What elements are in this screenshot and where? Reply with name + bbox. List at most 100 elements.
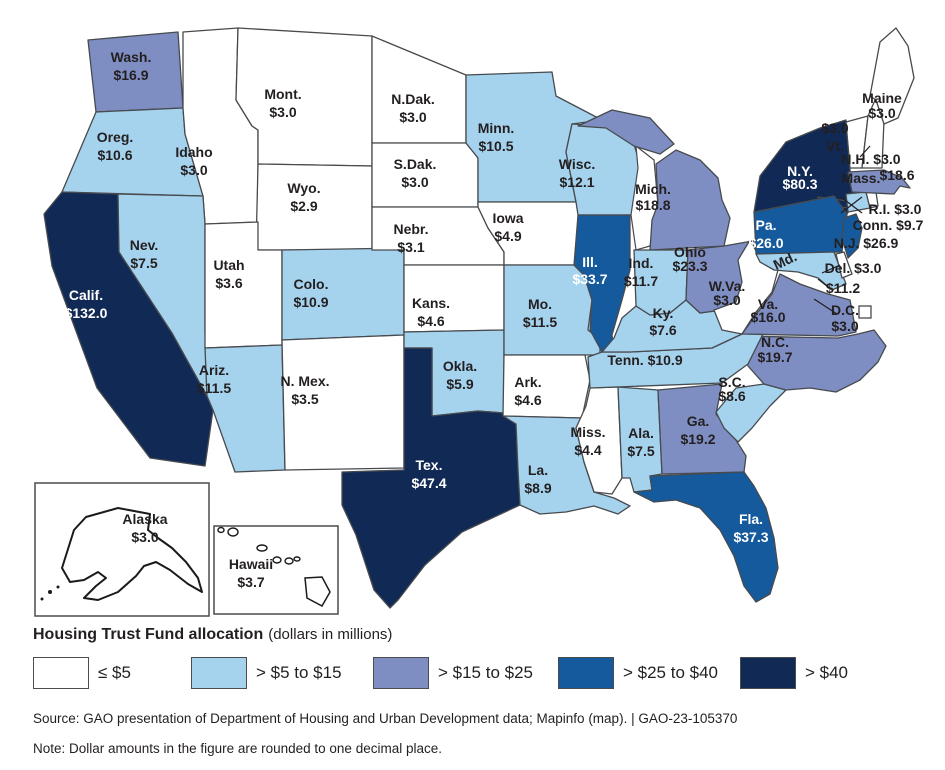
legend-swatch bbox=[740, 657, 796, 689]
hawaii-islands bbox=[284, 557, 294, 565]
legend-item-label: > $40 bbox=[805, 663, 849, 682]
legend-item: > $5 to $15 bbox=[191, 657, 342, 689]
state-label-NY: $80.3 bbox=[782, 176, 817, 192]
state-label-NM: N. Mex. bbox=[280, 373, 329, 389]
state-label-WI: $12.1 bbox=[559, 174, 594, 190]
state-label-MS: $4.4 bbox=[574, 442, 601, 458]
state-label-IN: $11.7 bbox=[624, 273, 658, 289]
state-label-NV: Nev. bbox=[130, 237, 159, 253]
state-label-HI: Hawaii bbox=[229, 556, 273, 572]
state-label-ND: N.Dak. bbox=[391, 91, 435, 107]
state-label-DC: $3.0 bbox=[831, 318, 858, 334]
state-label-GA: Ga. bbox=[687, 413, 710, 429]
leader-line bbox=[817, 278, 829, 288]
state-label-KY: $7.6 bbox=[649, 322, 676, 338]
state-label-IL: $33.7 bbox=[572, 271, 607, 287]
state-label-KS: Kans. bbox=[412, 295, 450, 311]
state-shape-NH bbox=[861, 97, 885, 169]
us-choropleth-map: Wash. $16.9 Oreg. $10.6 Idaho $3.0 Mont. $3.0 Wy… bbox=[34, 27, 924, 617]
state-label-AK: $3.0 bbox=[131, 529, 158, 545]
state-label-OH: Ohio bbox=[674, 244, 706, 260]
state-label-UT: $3.6 bbox=[215, 275, 242, 291]
state-label-VT: $3.0 bbox=[821, 120, 848, 136]
state-label-VT: Vt. bbox=[826, 138, 844, 154]
state-label-MT: $3.0 bbox=[269, 104, 296, 120]
state-label-HI: $3.7 bbox=[237, 574, 264, 590]
state-label-OR: $10.6 bbox=[97, 147, 132, 163]
legend-title-unit: (dollars in millions) bbox=[268, 626, 393, 643]
state-label-MS: Miss. bbox=[570, 424, 605, 440]
state-label-WA: $16.9 bbox=[113, 67, 148, 83]
state-shape-MI bbox=[649, 149, 731, 251]
state-shape-ND bbox=[371, 35, 467, 144]
alaska-aleutian-islands bbox=[40, 597, 44, 601]
state-label-GA: $19.2 bbox=[680, 431, 715, 447]
state-label-IA: Iowa bbox=[492, 210, 523, 226]
state-label-AK: Alaska bbox=[122, 511, 167, 527]
leader-line bbox=[821, 264, 841, 274]
state-label-SD: S.Dak. bbox=[394, 156, 437, 172]
state-label-KS: $4.6 bbox=[417, 313, 444, 329]
state-label-SD: $3.0 bbox=[401, 174, 428, 190]
state-label-NE: $3.1 bbox=[397, 239, 424, 255]
state-shape-AR bbox=[502, 354, 591, 419]
legend-item: ≤ $5 bbox=[33, 657, 131, 689]
alaska-aleutian-islands bbox=[48, 590, 52, 594]
legend-item-label: > $5 to $15 bbox=[256, 663, 342, 682]
hawaii-islands bbox=[217, 526, 225, 534]
state-label-OH: $23.3 bbox=[672, 258, 707, 274]
hawaii-islands bbox=[304, 576, 331, 608]
hawaii-islands bbox=[293, 556, 301, 562]
state-label-NJ: N.J. $26.9 bbox=[834, 235, 899, 251]
state-label-RI: R.I. $3.0 bbox=[869, 201, 922, 217]
state-label-VA: Va. bbox=[758, 296, 778, 312]
legend-title: Housing Trust Fund allocation (dollars in… bbox=[33, 626, 392, 644]
leader-line bbox=[813, 298, 838, 315]
alaska-inset-box bbox=[34, 482, 210, 617]
state-shape-AK bbox=[61, 507, 203, 601]
state-label-ND: $3.0 bbox=[399, 109, 426, 125]
state-shape-GA bbox=[657, 383, 747, 475]
state-shape-NC bbox=[741, 329, 887, 393]
state-label-CA: $132.0 bbox=[65, 305, 108, 321]
state-label-CA: Calif. bbox=[69, 287, 103, 303]
state-label-CT: Conn. $9.7 bbox=[853, 217, 924, 233]
hawaii-islands bbox=[272, 556, 282, 564]
state-label-WA: Wash. bbox=[111, 49, 152, 65]
state-label-NV: $7.5 bbox=[130, 255, 157, 271]
state-label-FL: Fla. bbox=[739, 511, 763, 527]
state-label-IL: Ill. bbox=[582, 254, 598, 270]
state-label-MA: $18.6 bbox=[879, 167, 914, 183]
state-shape-ME bbox=[869, 27, 915, 125]
state-label-AR: Ark. bbox=[514, 374, 541, 390]
state-label-MA: Mass. bbox=[842, 170, 881, 186]
state-label-SC: $8.6 bbox=[718, 388, 745, 404]
state-label-KY: Ky. bbox=[653, 305, 674, 321]
legend-swatch bbox=[558, 657, 614, 689]
state-shape-NJ bbox=[841, 213, 863, 259]
state-label-FL: $37.3 bbox=[733, 529, 768, 545]
state-label-CO: $10.9 bbox=[293, 294, 328, 310]
state-label-MN: Minn. bbox=[478, 120, 515, 136]
state-label-AL: Ala. bbox=[628, 425, 654, 441]
state-label-TX: Tex. bbox=[416, 457, 443, 473]
legend-swatch bbox=[33, 657, 89, 689]
legend-title-text: Housing Trust Fund allocation bbox=[33, 626, 264, 643]
leader-line bbox=[859, 145, 871, 158]
legend-item-label: > $25 to $40 bbox=[623, 663, 719, 682]
state-label-OR: Oreg. bbox=[97, 129, 134, 145]
state-label-ME: $3.0 bbox=[868, 105, 895, 121]
state-shape-MI bbox=[577, 109, 675, 155]
state-label-AZ: Ariz. bbox=[199, 362, 229, 378]
state-label-ID: $3.0 bbox=[180, 162, 207, 178]
state-label-MI: Mich. bbox=[635, 181, 671, 197]
state-label-IN: Ind. bbox=[629, 255, 654, 271]
state-label-OK: $5.9 bbox=[446, 376, 473, 392]
legend-item-label: > $15 to $25 bbox=[438, 663, 534, 682]
state-shape-VA bbox=[741, 273, 857, 337]
state-label-NC: $19.7 bbox=[757, 349, 792, 365]
state-label-ME: Maine bbox=[862, 90, 902, 106]
hawaii-islands bbox=[256, 544, 268, 552]
state-label-MI: $18.8 bbox=[635, 197, 670, 213]
leader-line bbox=[840, 196, 863, 214]
